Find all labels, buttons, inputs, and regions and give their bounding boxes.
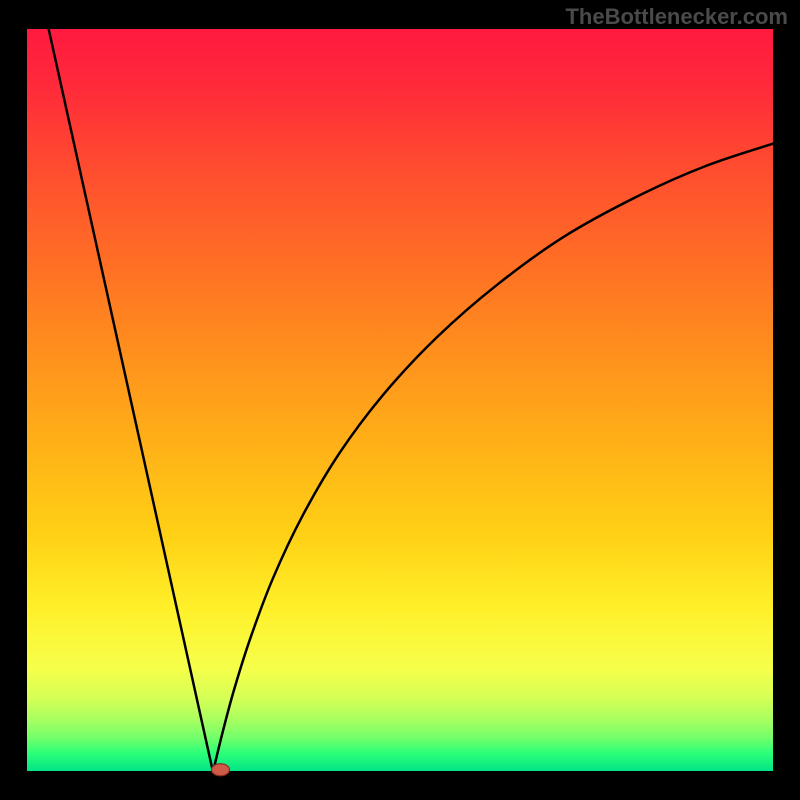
watermark-text: TheBottlenecker.com <box>565 4 788 29</box>
chart-plot-background <box>26 28 774 772</box>
optimal-point-marker <box>211 764 229 776</box>
bottleneck-chart: TheBottlenecker.com <box>0 0 800 800</box>
chart-svg: TheBottlenecker.com <box>0 0 800 800</box>
